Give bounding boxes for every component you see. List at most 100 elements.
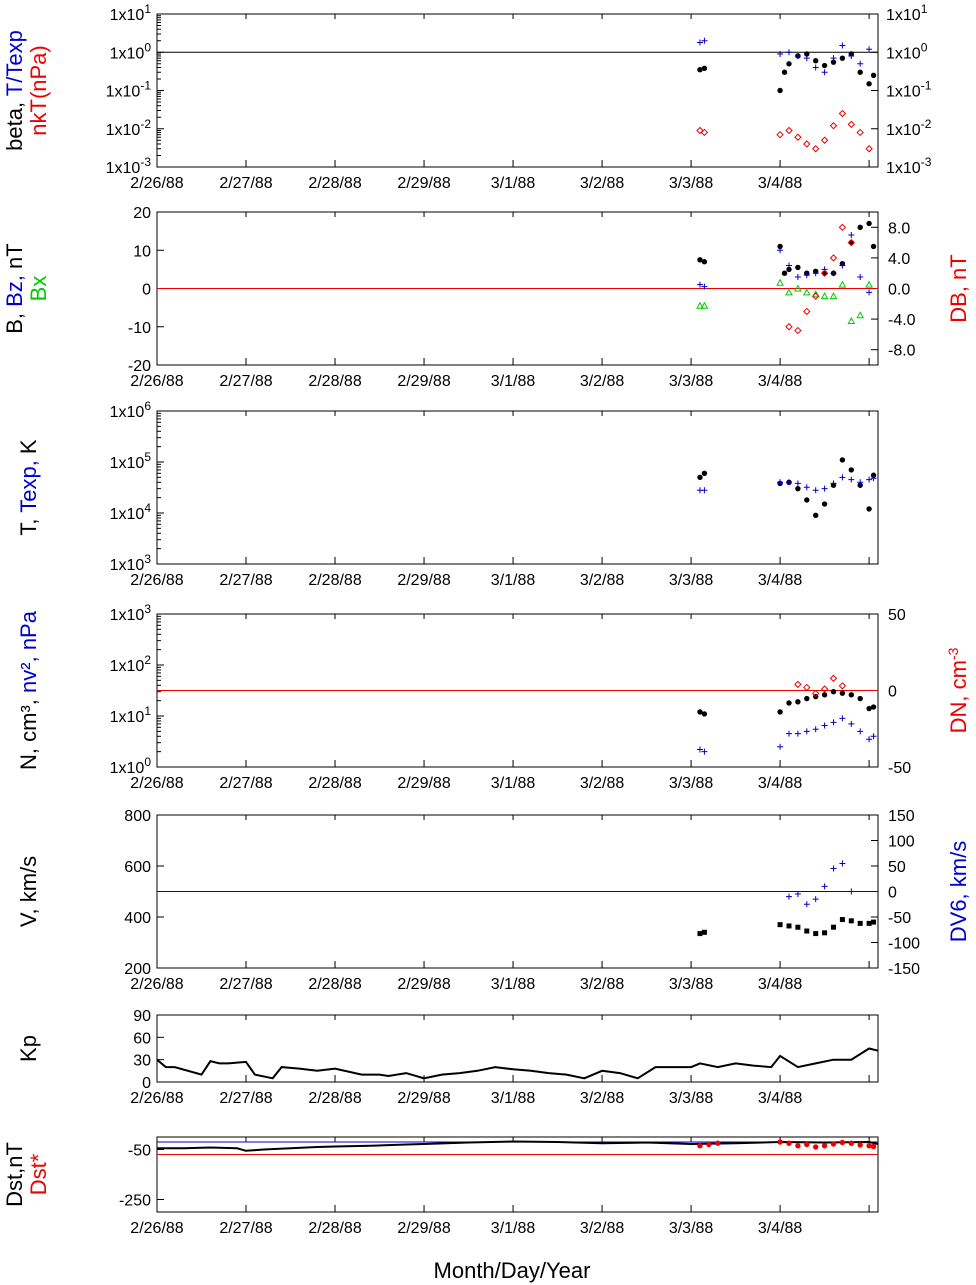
x-tick-label: 2/28/88 (308, 775, 361, 792)
x-tick-label: 2/28/88 (308, 1220, 361, 1237)
y-tick-label-right: 1x100 (886, 40, 928, 62)
data-point (697, 709, 703, 715)
data-point (821, 62, 828, 69)
data-point (777, 247, 784, 254)
data-point (700, 128, 709, 137)
x-tick-label: 3/2/88 (580, 175, 625, 192)
data-point (866, 1143, 872, 1149)
y-tick-label: -10 (128, 320, 151, 337)
data-point (812, 896, 819, 903)
data-point (821, 69, 828, 76)
data-point (794, 284, 802, 292)
bfield-right-axis-label: DB, nT (946, 254, 971, 322)
y-tick-label: 90 (133, 1008, 151, 1025)
data-point (794, 52, 801, 59)
density-y-axis-label: N, cm³, nv², nPa (16, 610, 41, 770)
x-tick-label: 3/1/88 (491, 1090, 536, 1107)
data-point (785, 323, 793, 331)
y-tick-label: -20 (128, 358, 151, 375)
data-point (847, 120, 856, 129)
data-point (794, 891, 801, 898)
kp-frame (156, 1014, 879, 1083)
x-tick-label: 3/1/88 (491, 775, 536, 792)
y-tick-label: 30 (133, 1053, 151, 1070)
y-tick-label: 1x103 (110, 602, 152, 624)
y-tick-label-right: -8.0 (888, 343, 916, 360)
data-point (786, 61, 792, 67)
data-point (701, 470, 708, 477)
data-point (786, 700, 792, 706)
data-point (813, 931, 819, 937)
x-tick-label: 3/3/88 (669, 1220, 714, 1237)
x-tick-label: 2/27/88 (219, 572, 272, 589)
data-point (870, 475, 877, 482)
panel-beta: 2/26/88 2/27/88 2/28/88 2/29/88 3/1/88 3/2/88… (2, 2, 932, 192)
data-point (804, 497, 810, 503)
data-point (697, 474, 703, 481)
data-point (696, 39, 703, 46)
x-tick-label: 3/1/88 (491, 175, 536, 192)
panel-density: 2/26/88 2/27/88 2/28/88 2/29/88 3/1/88 3/2/88… (16, 602, 971, 792)
y-tick-label-right: 0 (888, 684, 897, 701)
data-point (812, 512, 819, 519)
data-point (802, 288, 811, 296)
data-point (865, 145, 873, 153)
data-point (830, 924, 836, 930)
data-point (829, 122, 838, 130)
data-point (866, 476, 873, 483)
data-point (839, 1139, 846, 1146)
data-point (785, 893, 792, 900)
y-tick-label: 1x101 (110, 704, 152, 726)
data-point (803, 307, 811, 316)
x-tick-label: 2/28/88 (308, 572, 361, 589)
data-point (866, 220, 872, 227)
data-point (795, 699, 801, 705)
data-point (866, 506, 872, 512)
data-point (866, 46, 873, 53)
panel-temperature: 2/26/88 2/27/88 2/28/88 2/29/88 3/1/88 3/2/88… (16, 399, 879, 589)
data-point (795, 924, 801, 930)
data-point (795, 1143, 801, 1149)
x-tick-label: 3/4/88 (758, 976, 803, 993)
data-point (821, 692, 828, 698)
beta-y-axis-label: beta, T/Texp (2, 30, 27, 151)
data-point (830, 688, 837, 695)
data-point (870, 472, 877, 478)
data-point (701, 37, 708, 44)
x-tick-label: 2/29/88 (397, 775, 450, 792)
data-point (812, 64, 819, 71)
y-tick-label: 1x10-2 (106, 117, 152, 139)
y-tick-label: 1x102 (110, 653, 152, 675)
temperature-frame (156, 410, 879, 565)
data-point (830, 59, 837, 65)
x-tick-label: 2/28/88 (308, 976, 361, 993)
data-point (811, 689, 820, 698)
data-point (701, 259, 708, 265)
data-point (803, 728, 810, 735)
data-point (776, 130, 784, 139)
data-point (812, 1144, 819, 1150)
x-tick-label: 2/26/88 (130, 775, 183, 792)
data-point (839, 457, 846, 463)
data-point (866, 705, 872, 712)
data-point (870, 1143, 877, 1150)
data-point (794, 326, 802, 335)
x-tick-label: 2/29/88 (397, 572, 450, 589)
bfield-y-axis-label: B, Bz, nT (2, 243, 27, 334)
data-point (839, 55, 846, 61)
density-right-axis-label: DN, cm-3 (945, 647, 971, 733)
x-tick-label: 3/1/88 (491, 976, 536, 993)
data-point (856, 311, 865, 319)
data-point (857, 60, 864, 67)
data-point (857, 274, 864, 281)
y-tick-label: 60 (133, 1030, 151, 1047)
x-tick-label: 3/1/88 (491, 572, 536, 589)
data-point (822, 930, 828, 936)
y-tick-label-right: -50 (888, 910, 911, 927)
x-tick-label: 2/26/88 (130, 572, 183, 589)
data-point (821, 1143, 828, 1149)
data-point (857, 224, 863, 230)
data-point (848, 52, 855, 59)
data-point (777, 743, 784, 750)
x-tick-label: 3/3/88 (669, 175, 714, 192)
